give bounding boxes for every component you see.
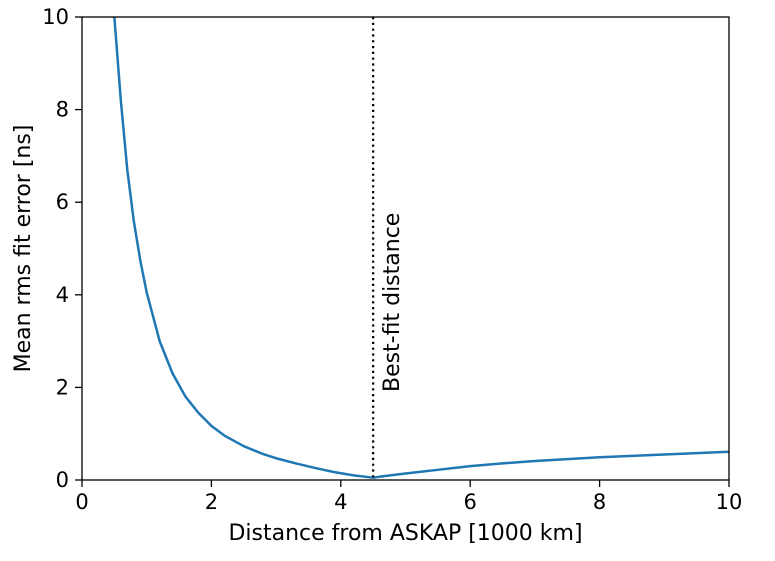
plot-frame bbox=[81, 16, 730, 481]
y-tick-label: 10 bbox=[42, 5, 69, 29]
y-axis-label: Mean rms fit error [ns] bbox=[11, 125, 36, 373]
x-tick-label: 6 bbox=[464, 490, 477, 514]
x-tick-label: 4 bbox=[334, 490, 347, 514]
series-line-0 bbox=[113, 17, 729, 479]
best-fit-annotation: Best-fit distance bbox=[380, 213, 405, 392]
x-tick-label: 0 bbox=[75, 490, 88, 514]
x-tick-label: 2 bbox=[205, 490, 218, 514]
y-tick-label: 0 bbox=[56, 468, 69, 492]
y-tick-label: 4 bbox=[56, 283, 69, 307]
y-tick-label: 8 bbox=[56, 98, 69, 122]
y-tick-label: 6 bbox=[56, 190, 69, 214]
x-tick-label: 10 bbox=[716, 490, 743, 514]
x-axis-label: Distance from ASKAP [1000 km] bbox=[228, 521, 582, 546]
y-tick-label: 2 bbox=[56, 375, 69, 399]
x-tick-label: 8 bbox=[593, 490, 606, 514]
